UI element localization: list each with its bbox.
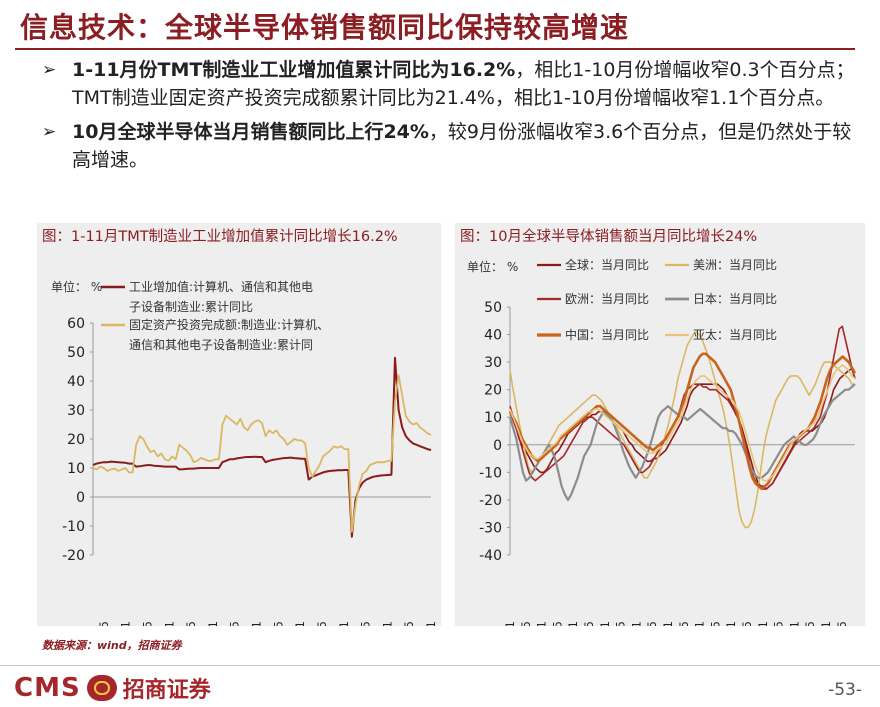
x-tick-label: 2021-05	[835, 621, 849, 626]
bullet-arrow-icon: ➢	[42, 60, 57, 80]
x-tick-label: 2019-05	[315, 621, 329, 626]
x-tick-label: 2015-05	[645, 621, 659, 626]
x-tick-label: 2018-05	[740, 621, 754, 626]
x-tick-label: 2021-11	[424, 621, 438, 626]
legend-label: 固定资产投资完成额:制造业:计算机、通信和其他电子设备制造业:累计同	[129, 317, 329, 352]
legend-label: 日本：当月同比	[693, 292, 777, 306]
y-tick-label: 0	[493, 438, 502, 454]
x-tick-label: 2017-05	[708, 621, 722, 626]
y-tick-label: 20	[484, 383, 502, 399]
series-line	[508, 383, 856, 501]
y-tick-label: 60	[67, 316, 85, 332]
x-tick-label: 2016-05	[184, 621, 198, 626]
chart-left: 60 50 40 30 20 10 0 -10 -20 2014-05 2014-11 2015-05…	[51, 279, 438, 626]
bullet-text: ，相比1-10月份增幅收窄0.3个百分点；TMT制造业固定资产投资完成额累计同比…	[72, 59, 855, 109]
x-tick-label: 2014-11	[629, 621, 643, 626]
chart-panel-right: 图：10月全球半导体销售额当月同比增长24% 50 40 30 20 10 0 -10 -20…	[455, 223, 865, 626]
bullet-arrow-icon: ➢	[42, 122, 57, 142]
x-tick-label: 2017-11	[250, 621, 264, 626]
y-tick-label: 50	[484, 300, 502, 316]
y-tick-label: -20	[479, 493, 502, 509]
series-line	[92, 374, 432, 533]
x-tick-label: 2018-11	[293, 621, 307, 626]
y-tick-label: 40	[67, 374, 85, 390]
title-rule	[15, 48, 855, 50]
x-tick-label: 2016-11	[693, 621, 707, 626]
legend-label: 全球：当月同比	[565, 257, 649, 272]
y-tick-label: -30	[479, 520, 502, 536]
x-tick-label: 2014-05	[97, 621, 111, 626]
x-tick-label: 2011-05	[519, 621, 533, 626]
bullet-highlight: 10月全球半导体当月销售额同比上行24%	[72, 121, 429, 143]
data-source: 数据来源：wind，招商证券	[42, 639, 182, 652]
x-tick-label: 2012-05	[550, 621, 564, 626]
chart-title-left: 图：1-11月TMT制造业工业增加值累计同比增长16.2%	[42, 229, 398, 245]
x-tick-label: 2017-11	[724, 621, 738, 626]
bullet-text: ，较9月份涨幅收窄3.6个百分点，但是仍然处于较高增速。	[72, 121, 852, 171]
x-tick-label: 2018-05	[271, 621, 285, 626]
unit-label: 单位： %	[51, 279, 102, 294]
footer-rule	[0, 665, 880, 666]
y-tick-label: -10	[62, 519, 85, 535]
x-tick-label: 2013-11	[598, 621, 612, 626]
x-tick-label: 2012-11	[566, 621, 580, 626]
series-line	[92, 356, 432, 538]
x-tick-label: 2014-11	[119, 621, 133, 626]
bullet-list: ➢ 1-11月份TMT制造业工业增加值累计同比为16.2%，相比1-10月份增幅…	[42, 56, 862, 180]
y-tick-label: 30	[484, 355, 502, 371]
x-tick-label: 2019-11	[337, 621, 351, 626]
series-line	[509, 325, 856, 490]
bullet-item: ➢ 1-11月份TMT制造业工业增加值累计同比为16.2%，相比1-10月份增幅…	[42, 56, 862, 112]
x-tick-label: 2021-05	[402, 621, 416, 626]
x-tick-label: 2014-05	[614, 621, 628, 626]
x-tick-label: 2020-05	[803, 621, 817, 626]
logo-text: CMS	[14, 673, 81, 703]
y-tick-label: 20	[67, 432, 85, 448]
legend-label: 工业增加值:计算机、通信和其他电子设备制造业:累计同比	[129, 279, 313, 314]
x-tick-label: 2011-11	[535, 621, 549, 626]
y-tick-label: -10	[479, 465, 502, 481]
logo-cn-text: 招商证券	[122, 678, 211, 703]
y-tick-label: -40	[479, 548, 502, 564]
y-tick-label: 30	[67, 403, 85, 419]
x-tick-label: 2019-05	[772, 621, 786, 626]
x-tick-label: 2013-05	[582, 621, 596, 626]
series-line	[509, 364, 856, 482]
x-tick-label: 2016-11	[206, 621, 220, 626]
legend-label: 亚太：当月同比	[693, 327, 777, 342]
legend-label: 欧洲：当月同比	[565, 292, 649, 306]
x-tick-label: 2020-11	[380, 621, 394, 626]
chart-title-right: 图：10月全球半导体销售额当月同比增长24%	[460, 229, 758, 245]
y-tick-label: 40	[484, 328, 502, 344]
x-tick-label: 2015-11	[661, 621, 675, 626]
y-tick-label: 10	[67, 461, 85, 477]
y-tick-label: 0	[76, 490, 85, 506]
page-number: -53-	[828, 680, 862, 700]
chart-panel-left: 图：1-11月TMT制造业工业增加值累计同比增长16.2% 60 50 40 30 20…	[37, 223, 441, 626]
legend-label: 中国：当月同比	[565, 327, 649, 342]
x-tick-label: 2015-05	[141, 621, 155, 626]
x-tick-label: 2020-11	[819, 621, 833, 626]
logo-badge-icon	[86, 675, 117, 701]
chart-right: 50403020100-10-20-30-402010-112011-05201…	[467, 257, 857, 626]
company-logo: CMS 招商证券	[14, 673, 211, 703]
bullet-highlight: 1-11月份TMT制造业工业增加值累计同比为16.2%	[72, 59, 516, 81]
series-line	[508, 352, 857, 491]
x-tick-label: 2018-11	[756, 621, 770, 626]
y-tick-label: 10	[484, 410, 502, 426]
x-tick-label: 2015-11	[162, 621, 176, 626]
x-tick-label: 2017-05	[228, 621, 242, 626]
series-line	[509, 331, 855, 529]
legend-label: 美洲：当月同比	[693, 258, 777, 272]
x-tick-label: 2016-05	[677, 621, 691, 626]
x-tick-label: 2020-05	[359, 621, 373, 626]
series-line	[509, 367, 856, 490]
bullet-item: ➢ 10月全球半导体当月销售额同比上行24%，较9月份涨幅收窄3.6个百分点，但…	[42, 118, 862, 174]
y-tick-label: 50	[67, 345, 85, 361]
x-tick-label: 2019-11	[787, 621, 801, 626]
y-tick-label: -20	[62, 548, 85, 564]
unit-label: 单位： %	[467, 259, 518, 274]
slide-title: 信息技术：全球半导体销售额同比保持较高增速	[20, 11, 630, 44]
